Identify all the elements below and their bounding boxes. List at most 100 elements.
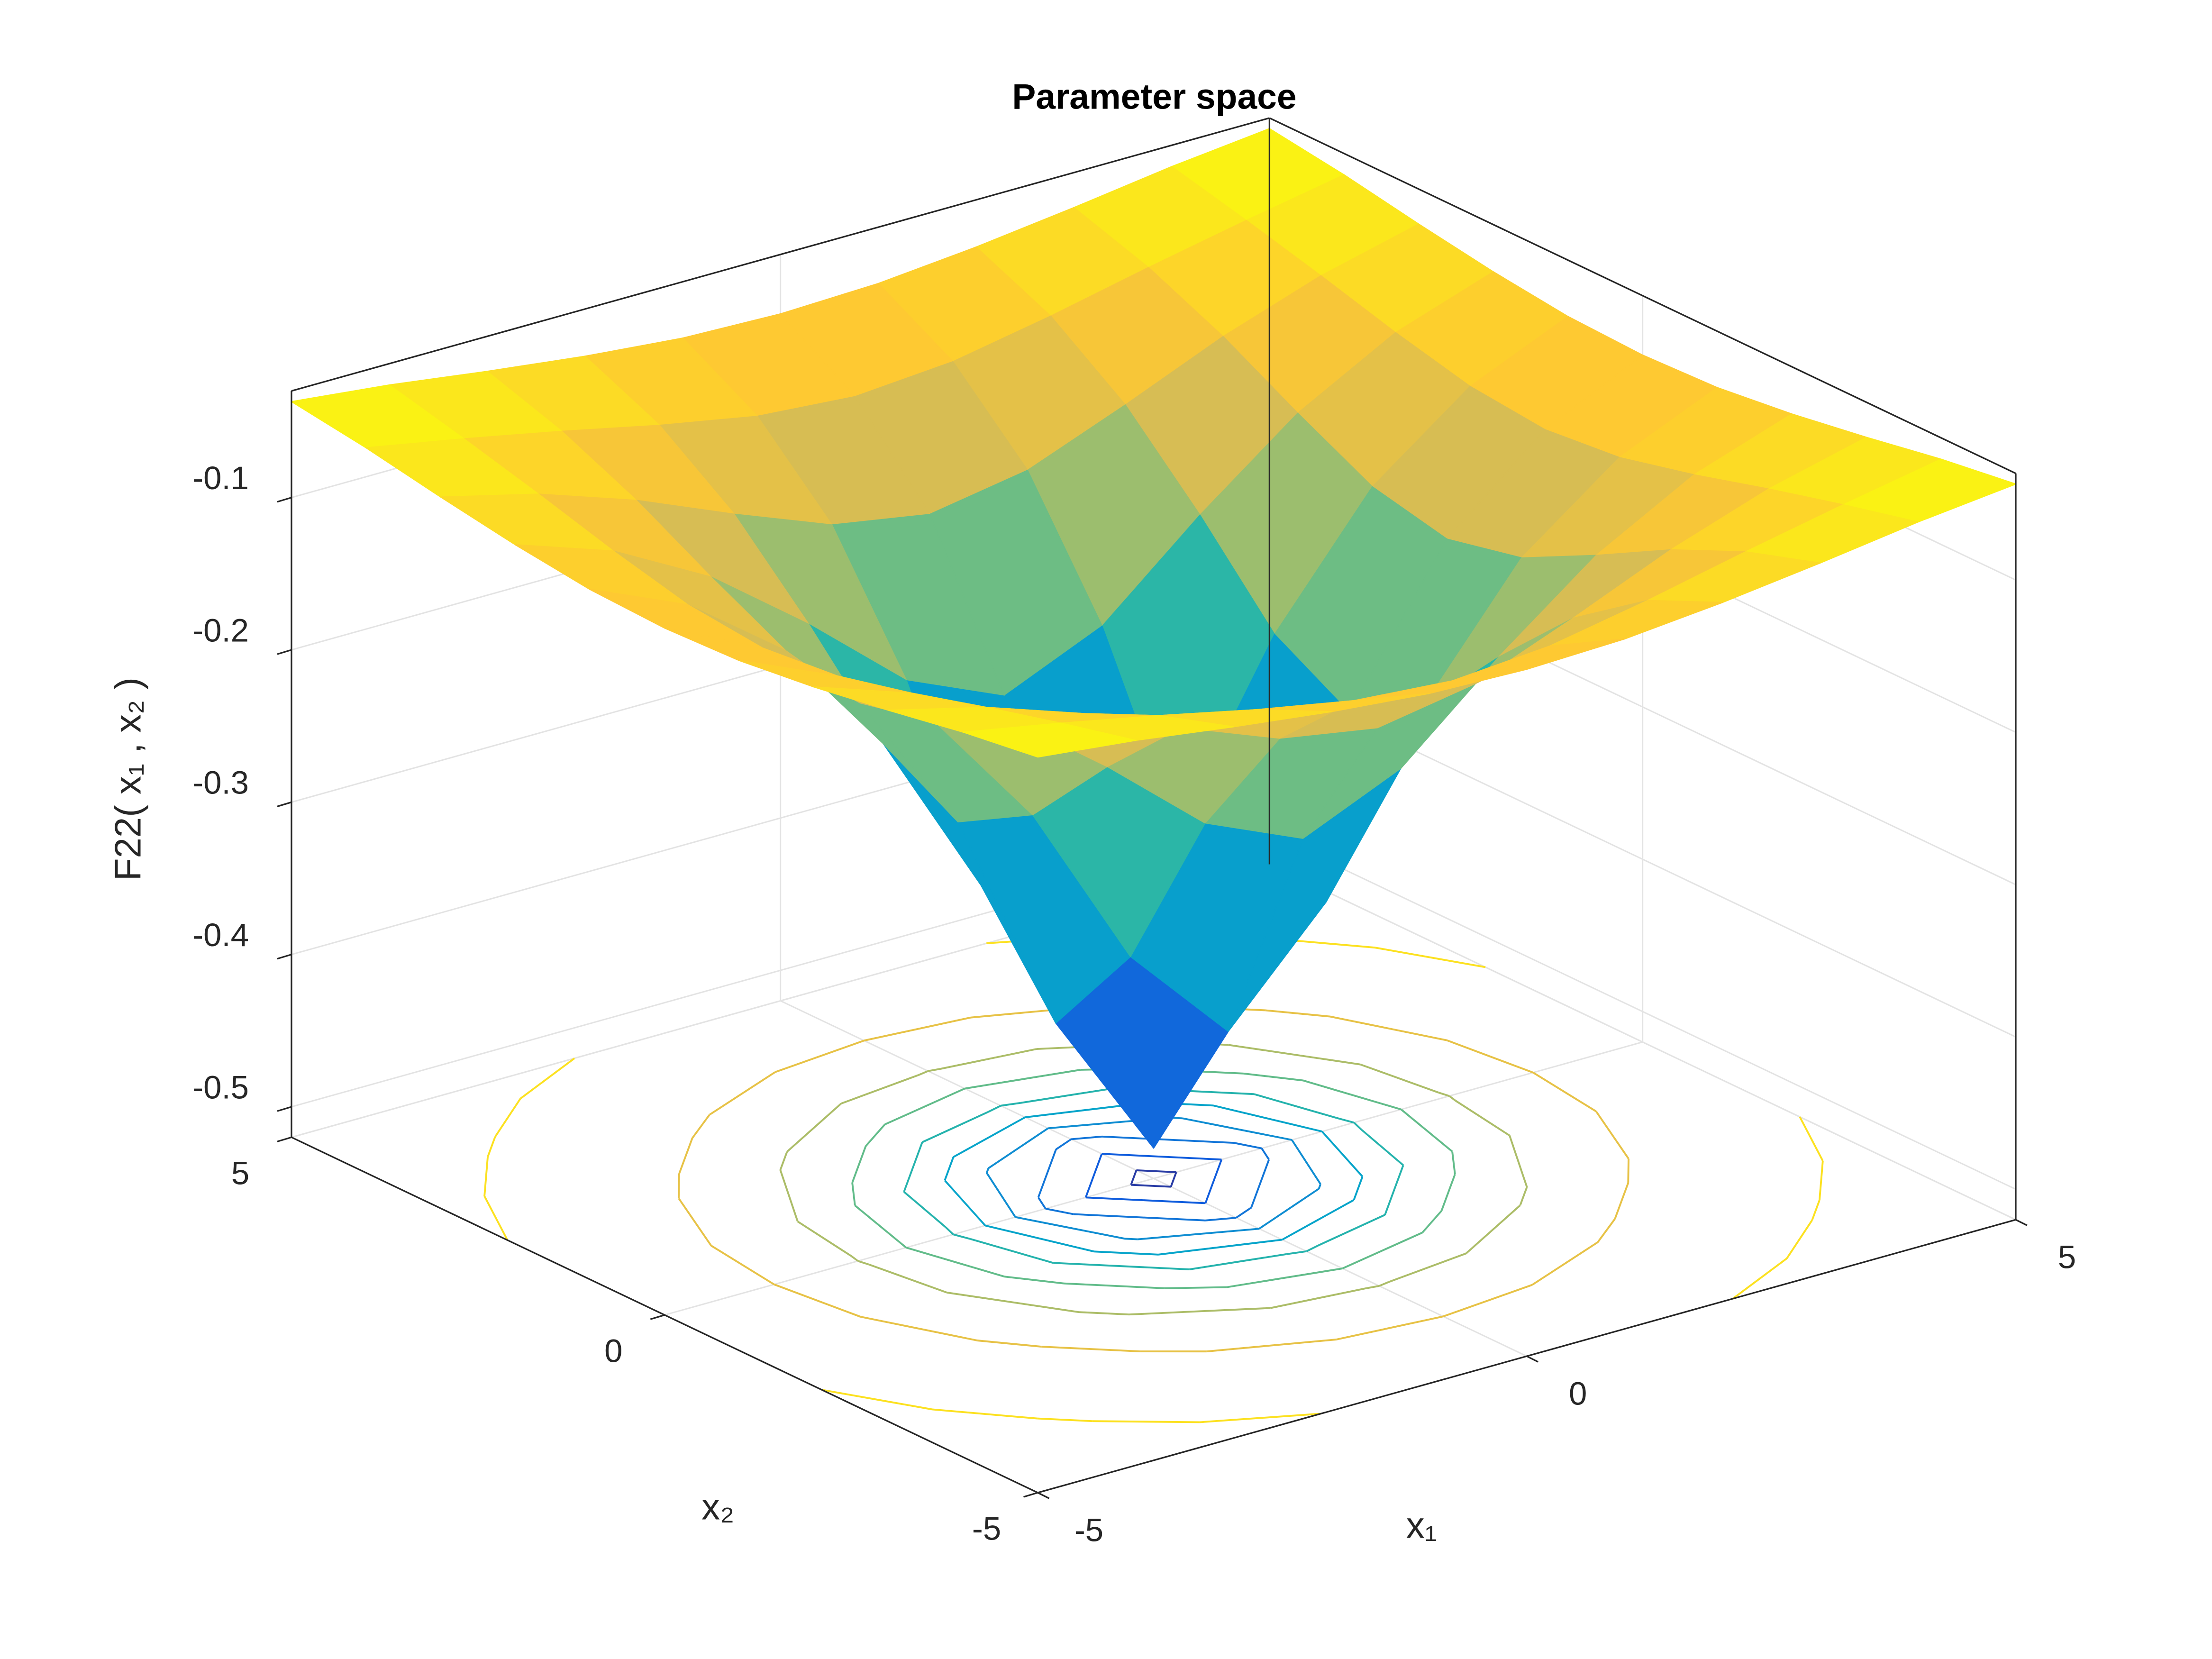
contour-line bbox=[1329, 1015, 1447, 1041]
contour-line bbox=[1094, 1250, 1158, 1256]
contour-line bbox=[1130, 1170, 1138, 1185]
contour-line bbox=[1129, 1307, 1271, 1316]
contour-line bbox=[985, 1167, 990, 1174]
z-tick-label: -0.2 bbox=[192, 612, 249, 648]
contour-line bbox=[1379, 1281, 1389, 1287]
contour-line bbox=[1614, 1182, 1629, 1220]
box-edge bbox=[291, 117, 1270, 392]
contour-line bbox=[1015, 1216, 1125, 1240]
contour-line bbox=[1818, 1160, 1824, 1201]
contour-line bbox=[1400, 1109, 1453, 1152]
contour-line bbox=[1164, 1286, 1227, 1289]
contour-line bbox=[692, 1114, 710, 1139]
contour-line bbox=[1073, 1213, 1206, 1221]
z-tick-label: -0.4 bbox=[192, 917, 249, 953]
contour-line bbox=[1084, 1153, 1103, 1198]
contour-line bbox=[1282, 1199, 1355, 1241]
contour-line bbox=[1226, 1267, 1343, 1288]
contour-line bbox=[1302, 1079, 1402, 1111]
contour-line bbox=[945, 1226, 954, 1235]
contour-line bbox=[903, 1191, 947, 1228]
contour-line bbox=[851, 1146, 867, 1183]
contour-line bbox=[1138, 1228, 1259, 1240]
z-axis-label: F22( x₁ , x₂ ) bbox=[107, 677, 149, 881]
x-tick bbox=[1526, 1355, 1538, 1363]
contour-line bbox=[1342, 1231, 1423, 1269]
contour-line bbox=[953, 1116, 1026, 1158]
contour-line bbox=[857, 1260, 869, 1266]
contour-line bbox=[860, 1315, 978, 1341]
contour-line bbox=[1085, 1196, 1206, 1204]
contour-line bbox=[1532, 1072, 1597, 1112]
contour-line bbox=[1258, 1188, 1320, 1230]
contour-line bbox=[1101, 1135, 1234, 1144]
contour-line bbox=[494, 1098, 521, 1138]
contour-line bbox=[1451, 1151, 1456, 1175]
contour-line bbox=[1205, 1217, 1237, 1221]
contour-line bbox=[1004, 1276, 1064, 1285]
surface-patch bbox=[962, 722, 1137, 758]
y-tick bbox=[1023, 1492, 1038, 1498]
contour-line bbox=[1443, 1284, 1533, 1318]
contour-line bbox=[1627, 1158, 1629, 1183]
contour-line bbox=[1321, 1130, 1364, 1177]
contour-line bbox=[1235, 1207, 1252, 1219]
contour-line bbox=[918, 1070, 928, 1076]
contour-line bbox=[1360, 1063, 1439, 1094]
contour-line bbox=[1811, 1200, 1821, 1221]
contour-line bbox=[1254, 1093, 1338, 1119]
contour-line bbox=[947, 1291, 1079, 1313]
contour-line bbox=[903, 1142, 923, 1193]
contour-line bbox=[1384, 1165, 1404, 1215]
chart-title: Parameter space bbox=[1012, 77, 1296, 117]
contour-line bbox=[1101, 1153, 1222, 1161]
contour-line bbox=[1319, 1214, 1385, 1246]
contour-line bbox=[519, 1057, 575, 1100]
z-tick bbox=[277, 649, 292, 655]
x-axis-label: x₁ bbox=[1406, 1504, 1437, 1546]
y-axis-label: x₂ bbox=[701, 1486, 734, 1528]
contour-line bbox=[821, 1389, 933, 1411]
z-tick bbox=[277, 954, 292, 960]
contour-line bbox=[1318, 1184, 1321, 1189]
x-tick-label: 5 bbox=[2058, 1239, 2076, 1275]
contour-line bbox=[1079, 1311, 1129, 1316]
contour-line bbox=[1037, 1417, 1092, 1422]
z-tick bbox=[277, 801, 292, 807]
y-tick bbox=[277, 1136, 292, 1142]
x-tick-label: -5 bbox=[1074, 1512, 1103, 1548]
contour-line bbox=[851, 1182, 856, 1206]
contour-line bbox=[774, 1283, 861, 1318]
contour-line bbox=[1261, 1148, 1270, 1160]
contour-line bbox=[1388, 1252, 1466, 1283]
z-tick-label: -0.3 bbox=[192, 765, 249, 801]
contour-line bbox=[1053, 1262, 1190, 1271]
contour-line bbox=[1037, 1197, 1047, 1209]
contour-line bbox=[868, 1263, 947, 1294]
contour-line bbox=[1361, 1129, 1404, 1166]
contour-line bbox=[709, 1071, 776, 1116]
contour-line bbox=[841, 1074, 919, 1105]
contour-line bbox=[970, 1238, 1054, 1264]
z-tick bbox=[277, 1106, 292, 1112]
contour-line bbox=[1001, 1102, 1021, 1107]
contour-line bbox=[1353, 1176, 1364, 1201]
contour-line bbox=[710, 1245, 775, 1285]
contour-line bbox=[1438, 1092, 1450, 1097]
contour-line bbox=[1799, 1116, 1824, 1161]
contour-line bbox=[906, 1247, 1005, 1278]
contour-line bbox=[1045, 1208, 1074, 1215]
contour-line bbox=[797, 1221, 853, 1258]
contour-line bbox=[1786, 1220, 1813, 1259]
x-tick-label: 0 bbox=[1569, 1375, 1587, 1412]
contour-line bbox=[1170, 1172, 1177, 1187]
x-tick bbox=[1037, 1492, 1050, 1499]
contour-line bbox=[932, 1408, 1038, 1420]
y-tick bbox=[650, 1314, 665, 1320]
contour-line bbox=[1446, 1039, 1534, 1074]
contour-line bbox=[774, 1039, 865, 1073]
contour-line bbox=[1597, 1218, 1616, 1243]
contour-line bbox=[1064, 1282, 1165, 1289]
contour-line bbox=[1213, 1104, 1322, 1133]
